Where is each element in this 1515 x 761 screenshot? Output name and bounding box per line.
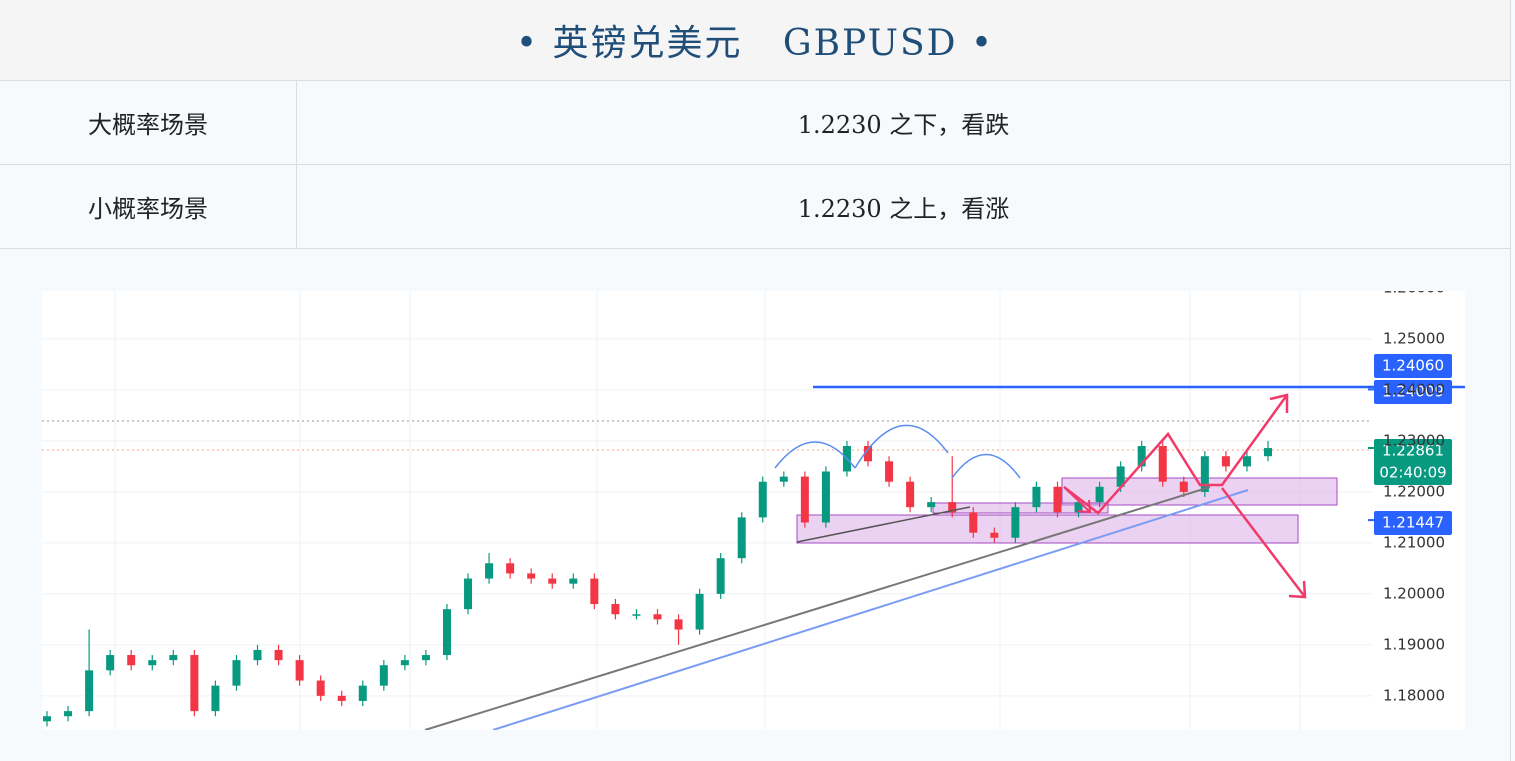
candle-body	[758, 481, 767, 518]
candle-body	[737, 517, 746, 559]
chart: 1.24060 1.24009 1.22861 02:40:09 1.21447 1.1…	[42, 291, 1465, 730]
candle-body	[1200, 456, 1209, 492]
candle-body	[169, 655, 178, 661]
price-tag	[1374, 511, 1452, 535]
candle-body	[1137, 446, 1146, 467]
candle-body	[1011, 507, 1020, 538]
price-tag-label: 1.22861	[1382, 442, 1444, 460]
y-tick-label: 1.24000	[1383, 380, 1445, 398]
price-tag	[1374, 380, 1452, 404]
candle-body	[1264, 448, 1272, 457]
candle-body	[43, 716, 51, 722]
price-tag-label: 1.21447	[1382, 514, 1444, 532]
candle-body	[990, 532, 999, 538]
price-tag-label: 1.24009	[1382, 383, 1444, 401]
candle-body	[695, 593, 704, 630]
candle-body	[127, 655, 136, 666]
drawings	[424, 385, 1465, 730]
candle-body	[969, 512, 978, 533]
y-tick-label: 1.19000	[1383, 635, 1445, 653]
candle-body	[948, 502, 957, 513]
candle-body	[821, 471, 830, 523]
cell: 大概率场景	[0, 81, 297, 164]
table-row: 大概率场景 1.2230 之下，看跌	[0, 81, 1510, 165]
v-grid	[114, 291, 1301, 730]
candle-body	[779, 476, 788, 482]
candle-body	[1179, 481, 1188, 492]
candle-body	[421, 655, 430, 661]
candle-body	[379, 665, 388, 686]
candle-body	[569, 578, 578, 584]
candle-body	[1095, 486, 1104, 503]
candle-body	[611, 604, 620, 615]
cell: 小概率场景	[0, 165, 297, 248]
scrollbar-edge	[1510, 0, 1511, 761]
candle-body	[337, 695, 346, 701]
price-tag	[1374, 439, 1452, 485]
candle-body	[906, 481, 915, 508]
candle-body	[800, 476, 809, 523]
candle-body	[358, 685, 367, 701]
candle-body	[716, 558, 725, 594]
candle-body	[211, 685, 220, 712]
cell: 1.2230 之下，看跌	[797, 111, 1010, 139]
candle-body	[316, 680, 325, 696]
candle-body	[1116, 466, 1125, 487]
candle-body	[527, 573, 536, 579]
candle-body	[1221, 456, 1230, 467]
table-row: 小概率场景 1.2230 之上，看涨	[0, 165, 1510, 249]
y-tick-label: 1.25000	[1383, 329, 1445, 347]
candle-body	[442, 609, 451, 656]
candle-body	[232, 660, 241, 686]
title: • 英镑兑美元 GBPUSD •	[0, 0, 1510, 81]
candle-body	[274, 649, 283, 661]
candle-body	[548, 578, 557, 584]
candle-body	[864, 446, 873, 462]
candle-body	[485, 563, 494, 579]
candle-body	[400, 660, 409, 666]
price-tag-label: 1.24060	[1382, 357, 1444, 375]
candle-body	[1032, 486, 1041, 508]
candle-body	[85, 670, 94, 712]
candle-body	[148, 660, 157, 666]
candle-body	[885, 461, 894, 482]
price-tag	[1374, 354, 1452, 378]
candle-body	[1074, 502, 1083, 513]
y-tick-label: 1.18000	[1383, 686, 1445, 704]
candle-body	[590, 578, 599, 605]
y-tick-label: 1.26000	[1383, 291, 1445, 296]
candle-body	[1242, 456, 1251, 467]
candle-body	[1053, 486, 1062, 513]
y-tick-label: 1.20000	[1383, 584, 1445, 602]
cell: 1.2230 之上，看涨	[797, 195, 1010, 223]
y-tick-label: 1.21000	[1383, 533, 1445, 551]
price-tags: 1.24060 1.24009 1.22861 02:40:09 1.21447	[1368, 354, 1452, 535]
candle-body	[506, 563, 515, 574]
candle-body	[653, 614, 662, 620]
candle-body	[464, 578, 473, 610]
candle-body	[1158, 446, 1167, 482]
candle-body	[295, 660, 304, 681]
candle-body	[674, 619, 683, 630]
y-tick-label: 1.22000	[1383, 482, 1445, 500]
candles	[43, 440, 1272, 727]
candle-body	[927, 502, 936, 508]
candle-body	[106, 655, 115, 671]
candle-body	[190, 655, 199, 712]
y-tick-label: 1.23000	[1383, 431, 1445, 449]
candle-body	[632, 614, 641, 616]
candle-body	[64, 711, 73, 717]
candle-body	[253, 649, 262, 661]
price-tag-time: 02:40:09	[1379, 464, 1446, 482]
